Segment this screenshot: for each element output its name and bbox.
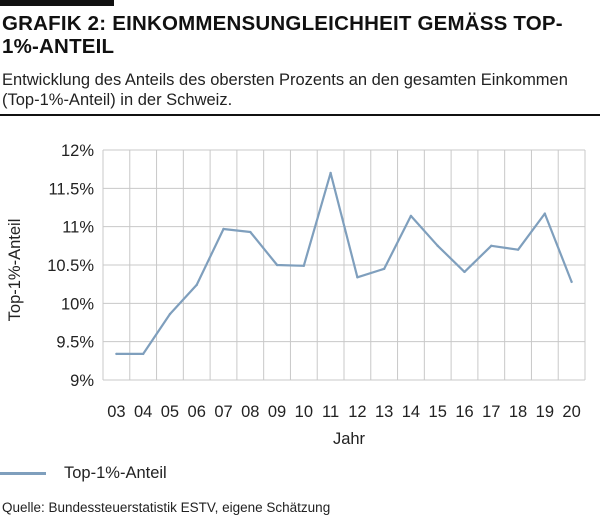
x-tick-label: 16: [455, 403, 473, 421]
x-tick-label: 13: [375, 403, 393, 421]
y-tick-label: 10%: [61, 295, 94, 313]
x-tick-label: 14: [402, 403, 420, 421]
x-tick-label: 19: [536, 403, 554, 421]
y-tick-label: 11%: [62, 219, 94, 237]
x-tick-label: 05: [161, 403, 179, 421]
y-tick-label: 12%: [61, 142, 94, 160]
x-tick-label: 09: [268, 403, 286, 421]
data-point: [490, 244, 493, 248]
source-note: Quelle: Bundessteuerstatistik ESTV, eige…: [2, 500, 331, 515]
data-point: [195, 283, 198, 287]
x-tick-label: 12: [348, 403, 366, 421]
data-point: [302, 264, 306, 267]
data-point: [168, 312, 172, 316]
x-tick-label: 04: [134, 403, 152, 421]
top-accent-rule: [0, 0, 114, 6]
x-axis-title: Jahr: [333, 430, 366, 448]
data-point: [409, 214, 413, 218]
legend: Top-1%-Anteil: [0, 462, 167, 484]
data-point: [570, 280, 573, 284]
data-point: [356, 276, 359, 279]
x-tick-label: 03: [107, 403, 125, 421]
x-tick-label: 20: [562, 403, 580, 421]
x-tick-label: 08: [241, 403, 259, 421]
header-divider: [0, 114, 600, 116]
x-tick-label: 17: [482, 403, 500, 421]
x-tick-label: 11: [322, 403, 339, 421]
y-axis-title: Top-1%-Anteil: [6, 219, 24, 322]
data-point: [115, 352, 118, 356]
legend-label: Top-1%-Anteil: [64, 463, 167, 482]
x-tick-label: 07: [214, 403, 232, 421]
data-point: [516, 248, 520, 251]
data-point: [141, 352, 145, 356]
x-tick-label: 10: [295, 403, 313, 421]
x-tick-label: 15: [429, 403, 447, 421]
y-tick-label: 11.5%: [48, 180, 94, 198]
data-point: [249, 230, 252, 234]
data-point: [382, 267, 386, 271]
data-point: [275, 263, 279, 267]
data-point: [329, 171, 332, 175]
y-tick-label: 9%: [70, 372, 94, 390]
data-point: [222, 227, 225, 231]
chart-title: GRAFIK 2: EINKOMMENSUNGLEICHHEIT GEMÄSS …: [2, 12, 563, 58]
legend-line-swatch: [0, 471, 46, 475]
chart-subtitle: Entwicklung des Anteils des obersten Pro…: [2, 71, 568, 109]
data-point: [436, 244, 439, 248]
series-line-0: [116, 171, 573, 355]
line-chart: 9% 9.5% 10% 10.5% 11% 11.5% 12% 03 04 05 06 07 08 09 1…: [6, 142, 586, 448]
y-tick-label: 9.5%: [56, 334, 94, 352]
data-point: [463, 270, 466, 274]
data-point: [543, 212, 547, 215]
x-tick-label: 06: [188, 403, 206, 421]
y-tick-label: 10.5%: [47, 257, 94, 275]
x-tick-label: 18: [509, 403, 527, 421]
